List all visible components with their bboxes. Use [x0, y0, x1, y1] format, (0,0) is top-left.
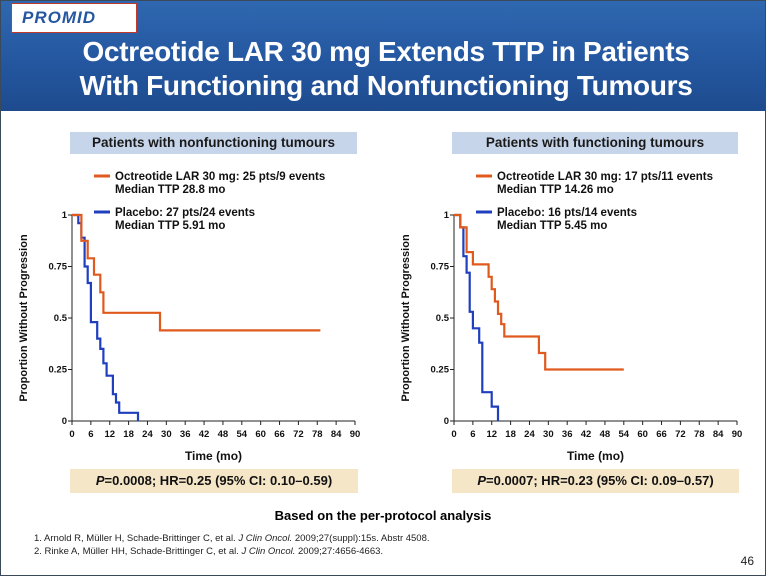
x-tick-label: 72: [293, 429, 304, 440]
x-tick-label: 60: [255, 429, 266, 440]
series-line: [454, 213, 624, 371]
x-tick-label: 54: [619, 429, 630, 440]
x-tick-label: 36: [562, 429, 573, 440]
legend-median: Median TTP 28.8 mo: [115, 184, 225, 196]
reference-2-journal: J Clin Oncol.: [241, 546, 296, 557]
title-banner: PROMID Octreotide LAR 30 mg Extends TTP …: [1, 1, 765, 111]
x-tick-label: 66: [274, 429, 285, 440]
x-tick-label: 90: [732, 429, 743, 440]
right-stat-text: =0.0007; HR=0.23 (95% CI: 0.09–0.57): [486, 473, 714, 488]
x-tick-label: 54: [237, 429, 248, 440]
x-tick-label: 84: [713, 429, 724, 440]
y-tick-label: 0: [62, 416, 67, 427]
reference-1: 1. Arnold R, Müller H, Schade-Brittinger…: [34, 533, 430, 544]
right-stat-box: P=0.0007; HR=0.23 (95% CI: 0.09–0.57): [452, 469, 739, 493]
reference-1-citation: 2009;27(suppl):15s. Abstr 4508.: [292, 533, 430, 544]
study-tag: PROMID: [11, 3, 137, 33]
legend-label: Octreotide LAR 30 mg: 17 pts/11 events: [497, 171, 713, 183]
y-tick-label: 0: [444, 416, 449, 427]
reference-2-citation: 2009;27:4656-4663.: [295, 546, 384, 557]
y-axis-label: Proportion Without Progression: [18, 234, 30, 402]
x-tick-label: 24: [142, 429, 153, 440]
km-chart-nonfunctioning: 0 6 12 18 24 30 36 42 48 54 60 66 72 78 84 90 0 0.25 0.5 0.…: [18, 171, 361, 463]
x-tick-label: 12: [104, 429, 115, 440]
x-tick-label: 36: [180, 429, 191, 440]
x-tick-label: 12: [486, 429, 497, 440]
slide-title-line-1: Octreotide LAR 30 mg Extends TTP in Pati…: [82, 36, 690, 67]
y-tick-label: 0.25: [49, 365, 68, 376]
series-line: [72, 213, 321, 332]
x-tick-label: 0: [451, 429, 456, 440]
x-tick-label: 60: [637, 429, 648, 440]
y-tick-label: 1: [62, 210, 68, 221]
x-tick-label: 24: [524, 429, 535, 440]
legend-label: Placebo: 16 pts/14 events: [497, 207, 637, 219]
reference-2-authors: 2. Rinke A, Müller HH, Schade-Brittinger…: [34, 546, 242, 557]
right-panel-subtitle: Patients with functioning tumours: [452, 132, 738, 154]
slide-title: Octreotide LAR 30 mg Extends TTP in Pati…: [21, 35, 751, 103]
x-tick-label: 0: [69, 429, 74, 440]
y-tick-label: 0.75: [431, 262, 450, 273]
legend-median: Median TTP 5.45 mo: [497, 220, 607, 232]
page-number: 46: [740, 554, 754, 568]
x-tick-label: 84: [331, 429, 342, 440]
legend-median: Median TTP 14.26 mo: [497, 184, 614, 196]
x-tick-label: 72: [675, 429, 686, 440]
legend-label: Placebo: 27 pts/24 events: [115, 207, 255, 219]
legend-label: Octreotide LAR 30 mg: 25 pts/9 events: [115, 171, 325, 183]
series-line: [72, 213, 140, 421]
series-line: [454, 213, 500, 421]
x-tick-label: 6: [88, 429, 93, 440]
left-panel-subtitle: Patients with nonfunctioning tumours: [70, 132, 357, 154]
reference-2: 2. Rinke A, Müller HH, Schade-Brittinger…: [34, 546, 383, 557]
x-axis-label: Time (mo): [185, 449, 242, 463]
km-chart-functioning: 0 6 12 18 24 30 36 42 48 54 60 66 72 78 84 90 0 0.25 0.5 0.…: [400, 171, 743, 463]
reference-1-authors: 1. Arnold R, Müller H, Schade-Brittinger…: [34, 533, 239, 544]
x-axis-label: Time (mo): [567, 449, 624, 463]
slide-title-line-2: With Functioning and Nonfunctioning Tumo…: [79, 70, 693, 101]
x-tick-label: 30: [543, 429, 554, 440]
left-stat-text: =0.0008; HR=0.25 (95% CI: 0.10–0.59): [104, 473, 333, 488]
x-tick-label: 42: [199, 429, 210, 440]
y-axis-label: Proportion Without Progression: [400, 234, 412, 402]
x-tick-label: 6: [470, 429, 475, 440]
x-tick-label: 18: [123, 429, 134, 440]
legend-median: Median TTP 5.91 mo: [115, 220, 225, 232]
y-tick-label: 0.5: [436, 313, 450, 324]
analysis-basis-note: Based on the per-protocol analysis: [274, 508, 492, 523]
reference-1-journal: J Clin Oncol.: [238, 533, 293, 544]
x-tick-label: 90: [350, 429, 361, 440]
y-tick-label: 1: [444, 210, 450, 221]
x-tick-label: 78: [312, 429, 323, 440]
left-stat-box: P=0.0008; HR=0.25 (95% CI: 0.10–0.59): [70, 469, 358, 493]
x-tick-label: 66: [656, 429, 667, 440]
x-tick-label: 48: [600, 429, 611, 440]
right-stat-p: P: [477, 473, 487, 488]
x-tick-label: 18: [505, 429, 516, 440]
y-tick-label: 0.25: [431, 365, 450, 376]
x-tick-label: 42: [581, 429, 592, 440]
left-stat-p: P: [95, 473, 105, 488]
x-tick-label: 78: [694, 429, 705, 440]
x-tick-label: 48: [218, 429, 229, 440]
y-tick-label: 0.5: [54, 313, 68, 324]
y-tick-label: 0.75: [49, 262, 68, 273]
x-tick-label: 30: [161, 429, 172, 440]
